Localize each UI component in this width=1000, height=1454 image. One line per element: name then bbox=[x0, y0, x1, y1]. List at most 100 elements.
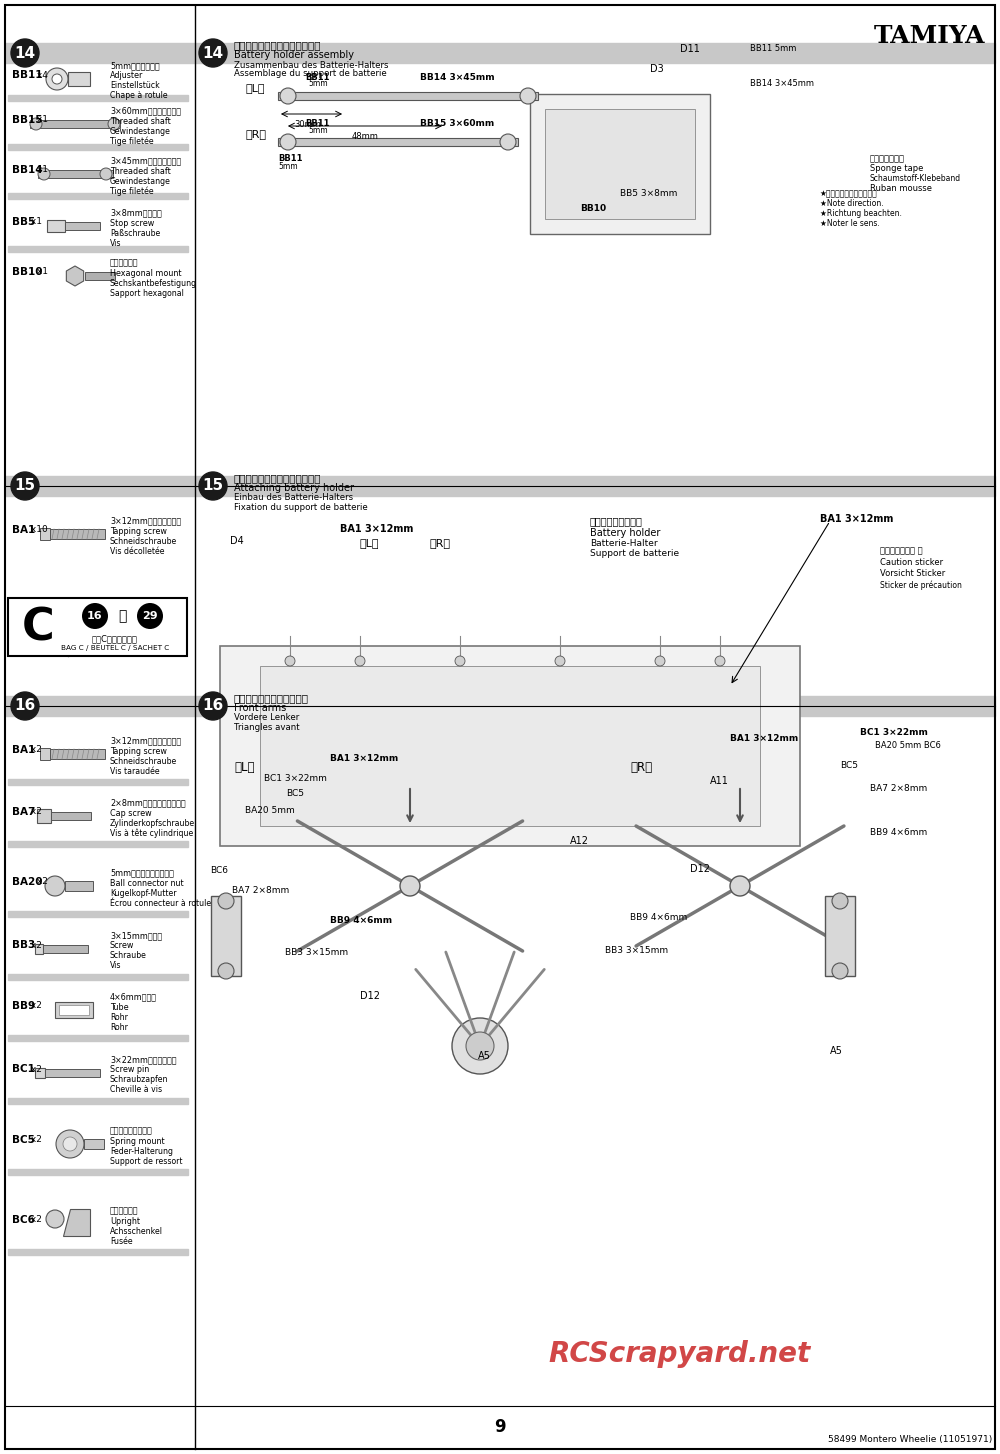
Text: Sponge tape: Sponge tape bbox=[870, 164, 923, 173]
Text: BC6: BC6 bbox=[210, 867, 228, 875]
Text: Einstellstück: Einstellstück bbox=[110, 81, 160, 90]
Bar bbox=[65, 222, 100, 230]
Text: Schaumstoff-Klebeband: Schaumstoff-Klebeband bbox=[870, 174, 961, 183]
Text: BB14 3×45mm: BB14 3×45mm bbox=[420, 73, 495, 81]
Circle shape bbox=[82, 603, 108, 630]
Text: x2: x2 bbox=[28, 1136, 42, 1144]
Text: BB10: BB10 bbox=[580, 204, 606, 212]
Bar bbox=[545, 109, 695, 220]
Circle shape bbox=[715, 656, 725, 666]
Text: Screw: Screw bbox=[110, 942, 134, 951]
Text: BB5 3×8mm: BB5 3×8mm bbox=[620, 189, 677, 198]
Text: 《R》: 《R》 bbox=[630, 760, 652, 774]
Text: Assemblage du support de batterie: Assemblage du support de batterie bbox=[234, 70, 387, 79]
Bar bbox=[68, 73, 90, 86]
Text: x1: x1 bbox=[34, 268, 48, 276]
Text: 《L》: 《L》 bbox=[360, 538, 380, 548]
Bar bbox=[85, 272, 115, 281]
Text: 2×8mmキャップスクリュー: 2×8mmキャップスクリュー bbox=[110, 798, 186, 807]
Text: x1: x1 bbox=[34, 115, 48, 125]
Circle shape bbox=[63, 1137, 77, 1152]
Bar bbox=[40, 528, 50, 539]
Text: 48mm: 48mm bbox=[352, 132, 378, 141]
Text: 5mmピローボールナット: 5mmピローボールナット bbox=[110, 868, 174, 878]
Text: D3: D3 bbox=[650, 64, 664, 74]
Text: 3×60mm両ネジシャフト: 3×60mm両ネジシャフト bbox=[110, 106, 181, 115]
Bar bbox=[278, 138, 518, 145]
Text: ★Note direction.: ★Note direction. bbox=[820, 199, 884, 208]
Text: 30mm: 30mm bbox=[295, 121, 321, 129]
Text: 14: 14 bbox=[14, 45, 36, 61]
Bar bbox=[84, 1138, 104, 1149]
Text: Schraube: Schraube bbox=[110, 951, 147, 961]
Text: 5mm: 5mm bbox=[308, 126, 328, 135]
Text: BA20 5mm BC6: BA20 5mm BC6 bbox=[875, 742, 941, 750]
Text: アップライト: アップライト bbox=[110, 1207, 138, 1216]
Bar bbox=[8, 246, 188, 252]
Text: D11: D11 bbox=[680, 44, 700, 54]
Text: Caution sticker: Caution sticker bbox=[880, 558, 943, 567]
Text: Chape à rotule: Chape à rotule bbox=[110, 92, 168, 100]
Text: Threaded shaft: Threaded shaft bbox=[110, 167, 171, 176]
Circle shape bbox=[280, 89, 296, 105]
Circle shape bbox=[100, 169, 112, 180]
Text: BB9 4×6mm: BB9 4×6mm bbox=[870, 827, 927, 838]
Text: 15: 15 bbox=[202, 478, 224, 493]
Bar bbox=[65, 881, 93, 891]
Text: 3×45mm両ネジシャフト: 3×45mm両ネジシャフト bbox=[110, 157, 181, 166]
Text: Cap screw: Cap screw bbox=[110, 808, 152, 817]
Text: Sechskantbefestigung: Sechskantbefestigung bbox=[110, 279, 197, 288]
Text: BB15 3×60mm: BB15 3×60mm bbox=[420, 119, 494, 128]
Polygon shape bbox=[66, 266, 84, 286]
Text: BC5: BC5 bbox=[286, 790, 304, 798]
Text: Batterie-Halter: Batterie-Halter bbox=[590, 539, 658, 548]
Text: 《L》: 《L》 bbox=[245, 83, 264, 93]
Circle shape bbox=[11, 692, 39, 720]
Text: 15: 15 bbox=[14, 478, 36, 493]
Text: BA20 5mm: BA20 5mm bbox=[245, 806, 295, 816]
Circle shape bbox=[285, 656, 295, 666]
Bar bbox=[40, 747, 50, 760]
Text: 5mm: 5mm bbox=[308, 79, 328, 89]
Text: Vorsicht Sticker: Vorsicht Sticker bbox=[880, 569, 945, 579]
Text: x1: x1 bbox=[34, 166, 48, 174]
Circle shape bbox=[199, 39, 227, 67]
Circle shape bbox=[280, 134, 296, 150]
Text: 4×6mmパイプ: 4×6mmパイプ bbox=[110, 993, 157, 1002]
Text: BB14 3×45mm: BB14 3×45mm bbox=[750, 79, 814, 89]
Text: Spring mount: Spring mount bbox=[110, 1137, 165, 1146]
Text: BC5: BC5 bbox=[840, 760, 858, 771]
Text: Vordere Lenker: Vordere Lenker bbox=[234, 714, 299, 723]
Text: Gewindestange: Gewindestange bbox=[110, 126, 171, 135]
Bar bbox=[43, 945, 88, 952]
Circle shape bbox=[11, 473, 39, 500]
Circle shape bbox=[832, 963, 848, 979]
Circle shape bbox=[355, 656, 365, 666]
Text: BB11: BB11 bbox=[12, 70, 42, 80]
Bar bbox=[35, 1069, 45, 1077]
Bar bbox=[5, 44, 195, 63]
Text: Threaded shaft: Threaded shaft bbox=[110, 116, 171, 125]
Text: BA7: BA7 bbox=[12, 807, 35, 817]
Text: Support de batterie: Support de batterie bbox=[590, 550, 679, 558]
Bar bbox=[8, 1169, 188, 1175]
Text: ★Richtung beachten.: ★Richtung beachten. bbox=[820, 209, 902, 218]
Bar bbox=[30, 121, 120, 128]
Text: A5: A5 bbox=[478, 1051, 491, 1061]
Bar bbox=[55, 1002, 93, 1018]
Text: C: C bbox=[22, 606, 54, 650]
Bar bbox=[35, 944, 43, 954]
Circle shape bbox=[520, 89, 536, 105]
Text: BC5: BC5 bbox=[12, 1136, 35, 1144]
Text: A5: A5 bbox=[830, 1045, 843, 1056]
Circle shape bbox=[655, 656, 665, 666]
Bar bbox=[8, 840, 188, 848]
Circle shape bbox=[137, 603, 163, 630]
Text: BB10: BB10 bbox=[12, 268, 42, 278]
Text: Fusée: Fusée bbox=[110, 1236, 133, 1246]
Text: Upright: Upright bbox=[110, 1217, 140, 1226]
Text: x4: x4 bbox=[34, 70, 48, 80]
Text: BC1 3×22mm: BC1 3×22mm bbox=[860, 728, 928, 737]
Text: Fixation du support de batterie: Fixation du support de batterie bbox=[234, 503, 368, 512]
Bar bbox=[51, 811, 91, 820]
